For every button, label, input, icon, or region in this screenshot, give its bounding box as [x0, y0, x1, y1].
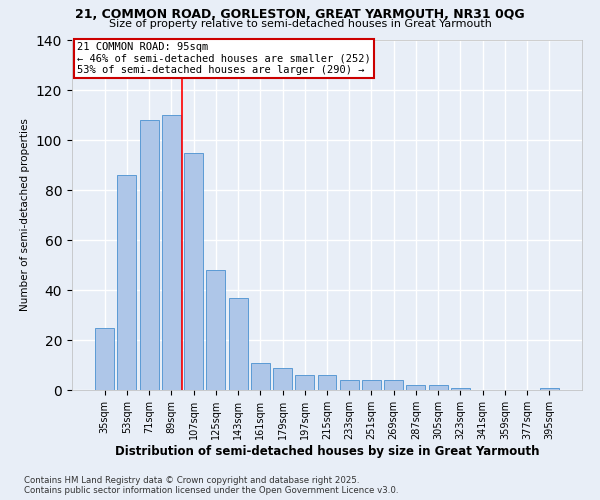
X-axis label: Distribution of semi-detached houses by size in Great Yarmouth: Distribution of semi-detached houses by … — [115, 444, 539, 458]
Bar — [118, 175, 136, 390]
Bar — [206, 270, 225, 390]
Bar — [429, 385, 448, 390]
Bar — [384, 380, 403, 390]
Bar — [162, 115, 181, 390]
Bar — [229, 298, 248, 390]
Text: Contains HM Land Registry data © Crown copyright and database right 2025.
Contai: Contains HM Land Registry data © Crown c… — [24, 476, 398, 495]
Bar — [340, 380, 359, 390]
Y-axis label: Number of semi-detached properties: Number of semi-detached properties — [20, 118, 31, 312]
Text: 21, COMMON ROAD, GORLESTON, GREAT YARMOUTH, NR31 0QG: 21, COMMON ROAD, GORLESTON, GREAT YARMOU… — [75, 8, 525, 20]
Bar — [140, 120, 158, 390]
Bar — [295, 375, 314, 390]
Bar — [540, 388, 559, 390]
Bar — [362, 380, 381, 390]
Text: Size of property relative to semi-detached houses in Great Yarmouth: Size of property relative to semi-detach… — [109, 19, 491, 29]
Bar — [251, 362, 270, 390]
Bar — [317, 375, 337, 390]
Bar — [451, 388, 470, 390]
Text: 21 COMMON ROAD: 95sqm
← 46% of semi-detached houses are smaller (252)
53% of sem: 21 COMMON ROAD: 95sqm ← 46% of semi-deta… — [77, 42, 371, 75]
Bar — [406, 385, 425, 390]
Bar — [95, 328, 114, 390]
Bar — [273, 368, 292, 390]
Bar — [184, 152, 203, 390]
